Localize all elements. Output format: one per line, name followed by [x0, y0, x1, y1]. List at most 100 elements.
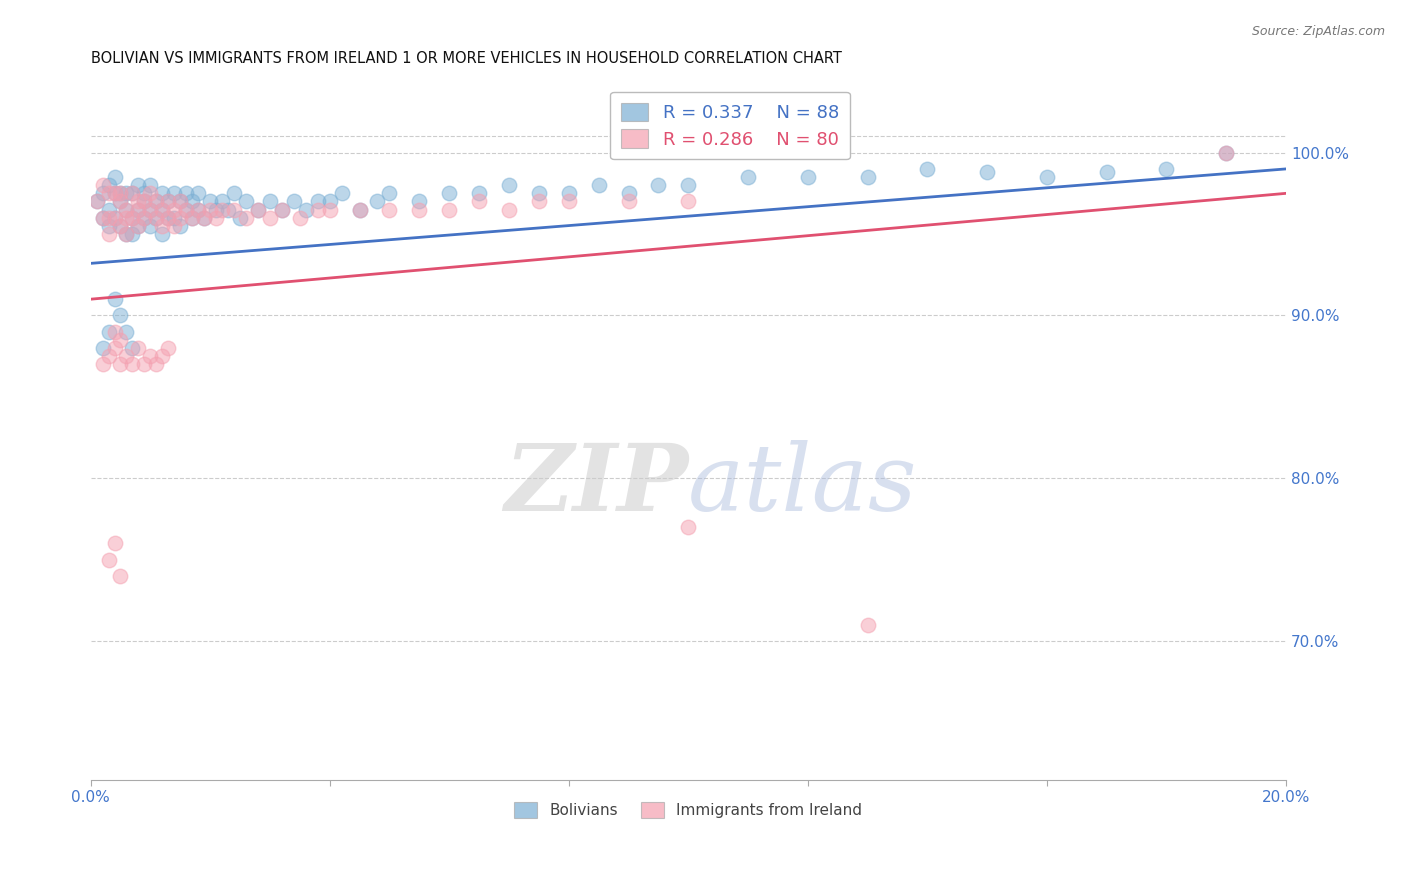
Point: [678, 178, 700, 193]
Point: [86, 194, 108, 209]
Point: [647, 178, 669, 193]
Point: [110, 569, 132, 583]
Point: [366, 194, 388, 209]
Point: [246, 202, 269, 217]
Point: [193, 211, 215, 225]
Point: [558, 186, 581, 201]
Point: [115, 211, 138, 225]
Point: [115, 202, 138, 217]
Point: [198, 194, 221, 209]
Point: [318, 202, 340, 217]
Point: [187, 202, 209, 217]
Point: [157, 194, 180, 209]
Point: [205, 202, 228, 217]
Point: [97, 202, 120, 217]
Point: [294, 202, 316, 217]
Point: [103, 211, 125, 225]
Point: [134, 186, 156, 201]
Point: [139, 186, 162, 201]
Text: atlas: atlas: [689, 441, 918, 531]
Point: [157, 211, 180, 225]
Point: [163, 219, 186, 233]
Point: [110, 309, 132, 323]
Point: [211, 202, 233, 217]
Point: [222, 186, 245, 201]
Point: [235, 211, 257, 225]
Point: [917, 161, 939, 176]
Point: [145, 211, 167, 225]
Point: [187, 202, 209, 217]
Point: [678, 520, 700, 534]
Point: [378, 186, 401, 201]
Point: [217, 202, 239, 217]
Point: [145, 194, 167, 209]
Point: [127, 194, 149, 209]
Point: [439, 202, 461, 217]
Point: [174, 202, 197, 217]
Point: [976, 165, 998, 179]
Point: [121, 227, 143, 241]
Point: [121, 211, 143, 225]
Point: [127, 219, 149, 233]
Point: [163, 202, 186, 217]
Point: [283, 194, 305, 209]
Point: [527, 186, 550, 201]
Point: [157, 341, 180, 355]
Point: [110, 333, 132, 347]
Point: [246, 202, 269, 217]
Point: [211, 194, 233, 209]
Point: [1036, 169, 1059, 184]
Point: [86, 194, 108, 209]
Point: [307, 202, 329, 217]
Point: [259, 194, 281, 209]
Point: [139, 219, 162, 233]
Point: [330, 186, 353, 201]
Point: [145, 194, 167, 209]
Point: [498, 202, 520, 217]
Point: [797, 169, 820, 184]
Point: [468, 186, 491, 201]
Point: [1215, 145, 1237, 160]
Point: [1156, 161, 1178, 176]
Point: [193, 211, 215, 225]
Point: [169, 194, 191, 209]
Point: [150, 202, 173, 217]
Point: [139, 202, 162, 217]
Point: [103, 186, 125, 201]
Point: [198, 202, 221, 217]
Point: [103, 341, 125, 355]
Point: [127, 202, 149, 217]
Point: [91, 341, 114, 355]
Point: [139, 178, 162, 193]
Point: [229, 211, 252, 225]
Point: [150, 219, 173, 233]
Point: [110, 186, 132, 201]
Point: [1215, 145, 1237, 160]
Point: [270, 202, 292, 217]
Point: [97, 349, 120, 363]
Text: ZIP: ZIP: [503, 441, 689, 531]
Point: [468, 194, 491, 209]
Point: [97, 325, 120, 339]
Point: [222, 202, 245, 217]
Point: [349, 202, 371, 217]
Point: [127, 341, 149, 355]
Point: [121, 357, 143, 371]
Point: [174, 202, 197, 217]
Point: [558, 194, 581, 209]
Point: [169, 194, 191, 209]
Point: [110, 194, 132, 209]
Point: [527, 194, 550, 209]
Point: [145, 211, 167, 225]
Point: [318, 194, 340, 209]
Point: [134, 357, 156, 371]
Point: [163, 186, 186, 201]
Point: [205, 211, 228, 225]
Point: [139, 202, 162, 217]
Point: [235, 194, 257, 209]
Point: [169, 219, 191, 233]
Point: [181, 211, 204, 225]
Point: [259, 211, 281, 225]
Point: [307, 194, 329, 209]
Point: [97, 553, 120, 567]
